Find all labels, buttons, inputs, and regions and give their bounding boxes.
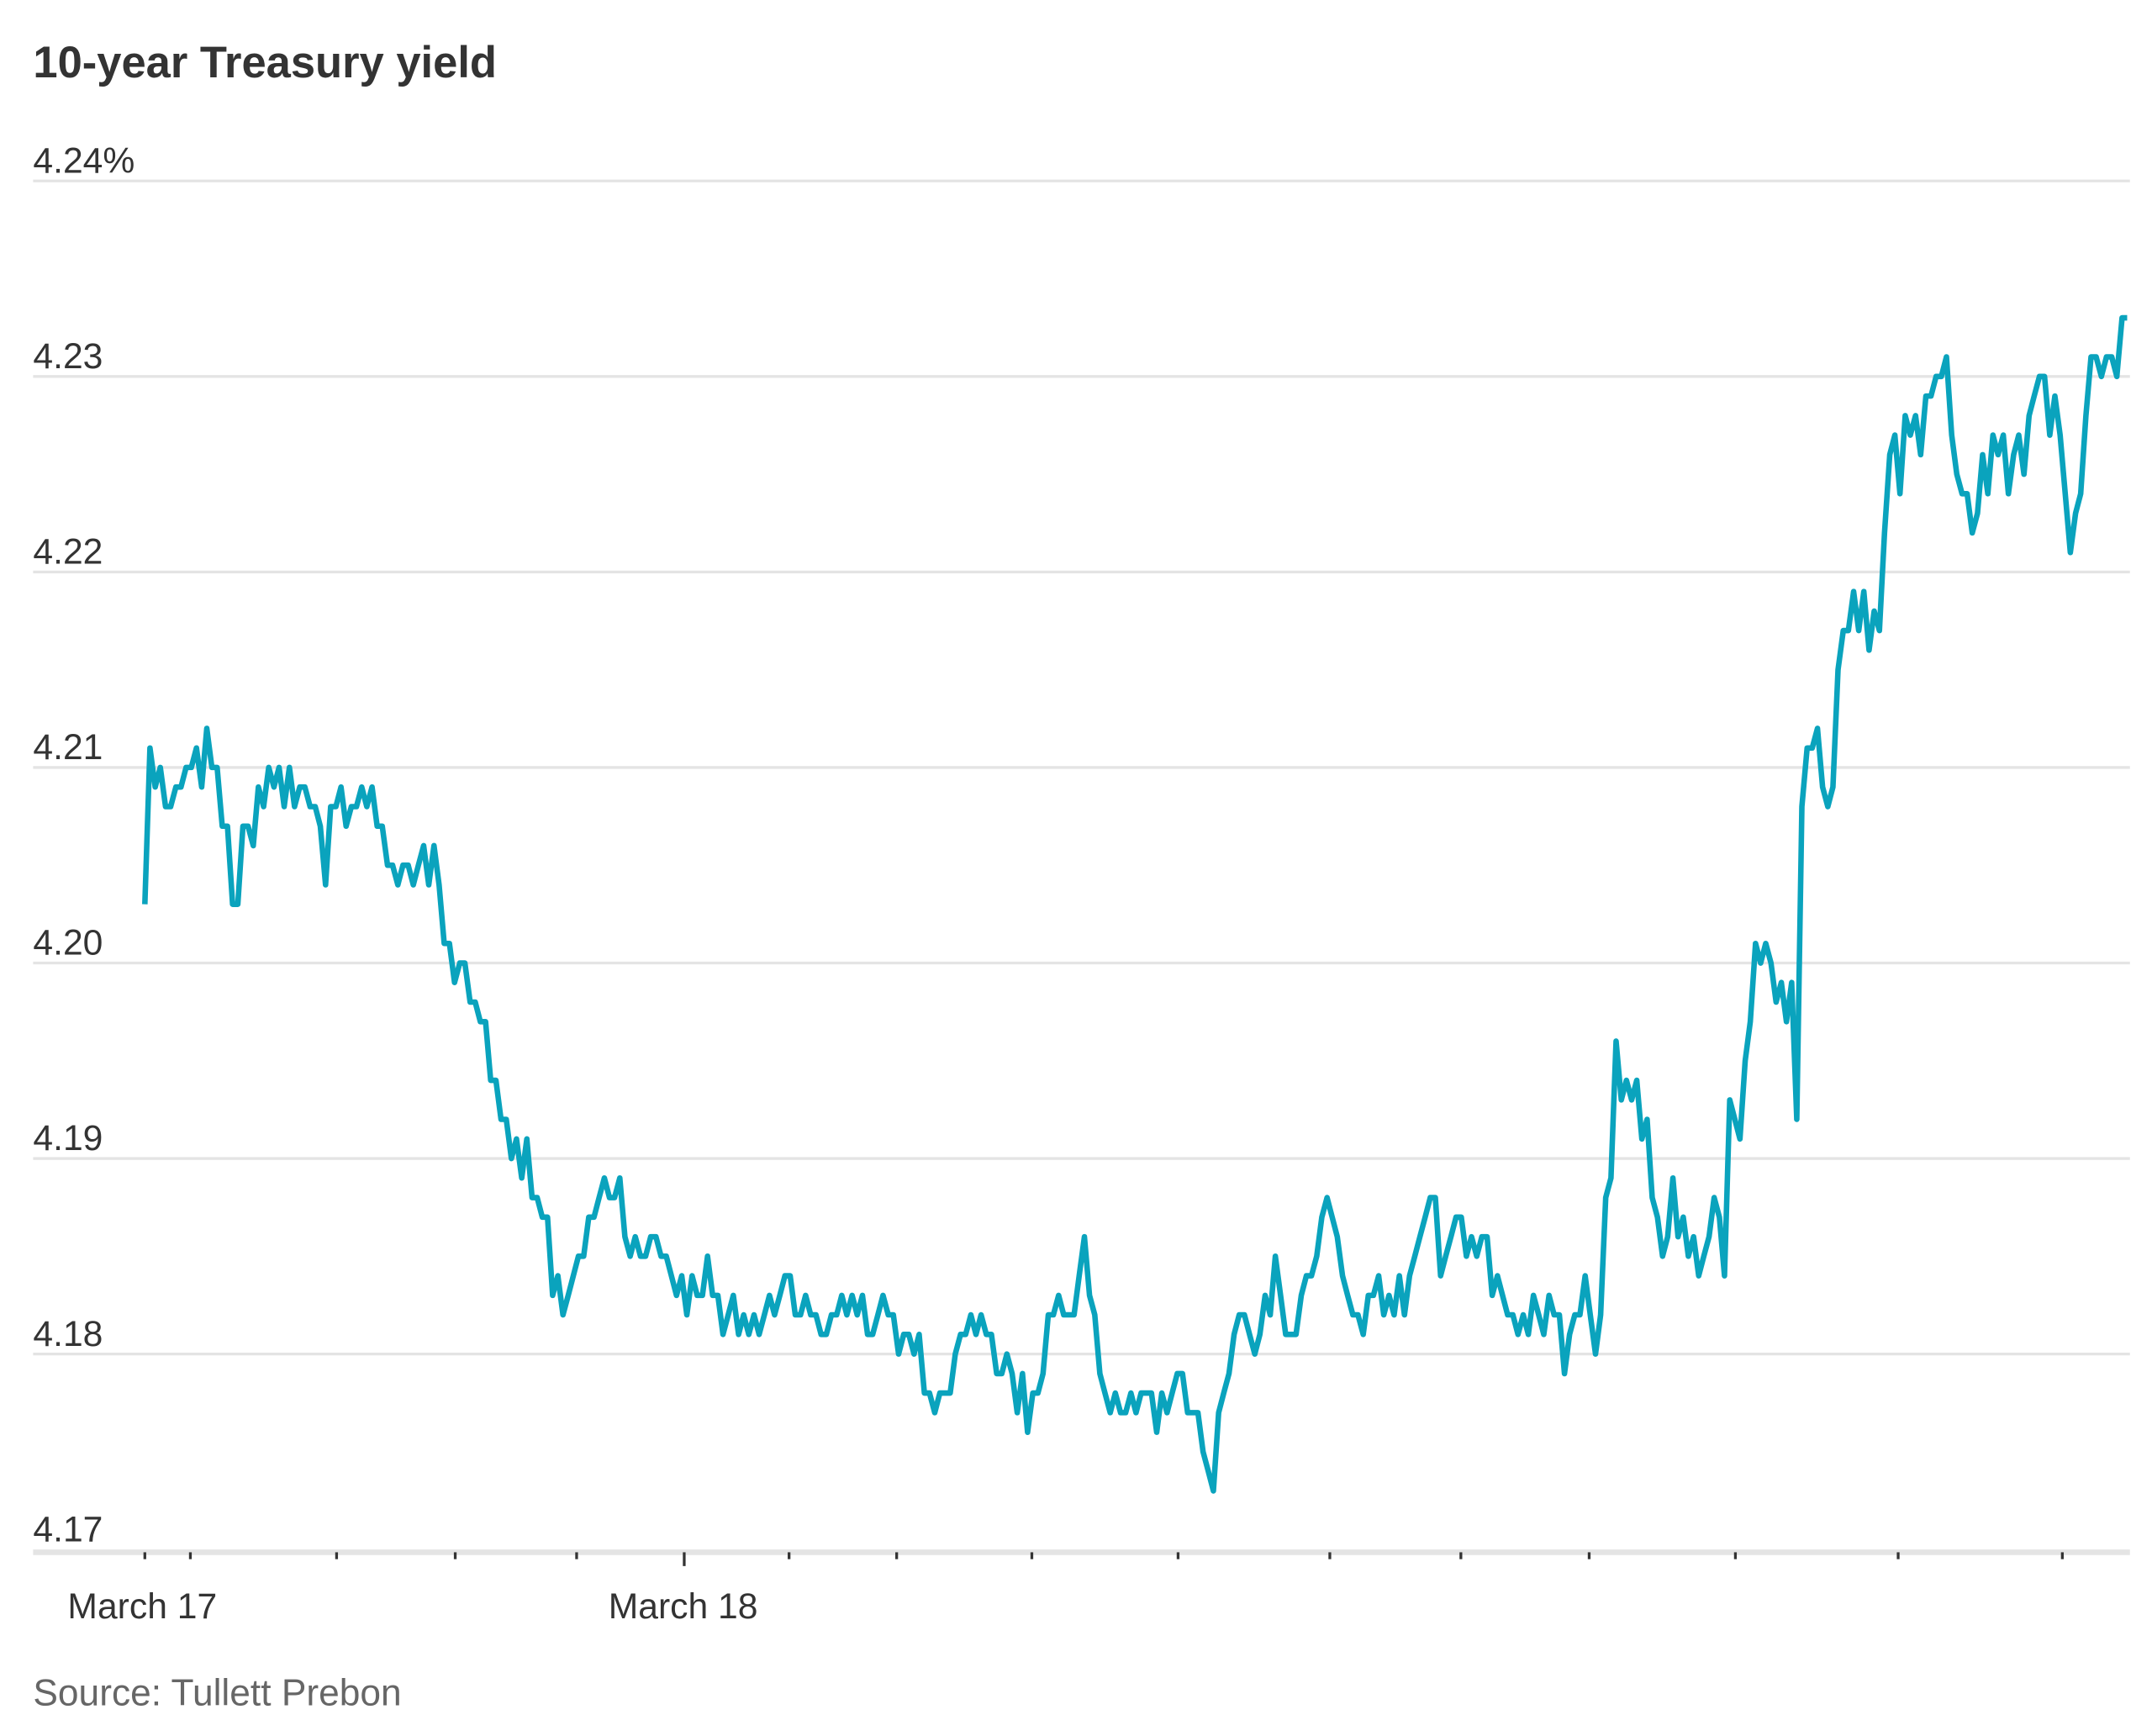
y-tick-label: 4.18 <box>33 1314 103 1354</box>
x-tick-label-march-18: March 18 <box>609 1586 758 1627</box>
source-note: Source: Tullett Prebon <box>33 1673 401 1714</box>
x-tick-label-march-17: March 17 <box>67 1586 217 1627</box>
y-tick-label: 4.21 <box>33 727 103 768</box>
y-tick-label: 4.24% <box>33 140 134 181</box>
y-tick-label: 4.19 <box>33 1118 103 1158</box>
y-axis-labels: 4.24% 4.23 4.22 4.21 4.20 4.19 4.18 4.17 <box>33 140 134 1549</box>
y-tick-label: 4.22 <box>33 532 103 573</box>
x-axis-ticks <box>143 1552 2064 1566</box>
gridlines <box>33 179 2130 1356</box>
y-tick-label: 4.17 <box>33 1509 103 1549</box>
series-line-yield <box>142 314 2128 1494</box>
y-tick-label: 4.20 <box>33 923 103 963</box>
chart-title: 10-year Treasury yield <box>33 38 497 87</box>
y-tick-label: 4.23 <box>33 336 103 377</box>
